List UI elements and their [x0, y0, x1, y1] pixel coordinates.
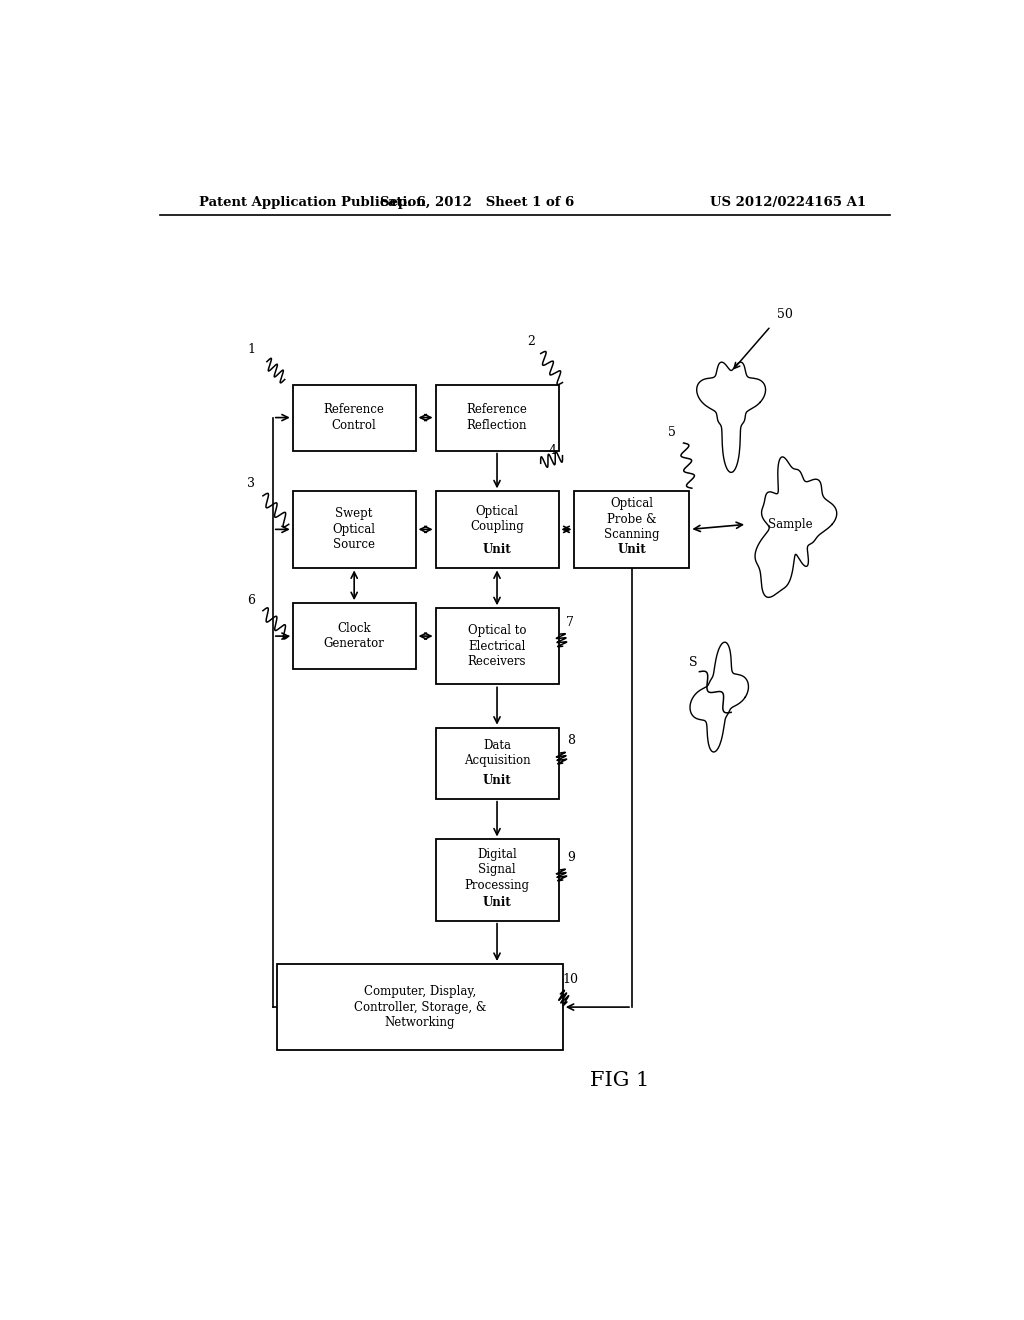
Bar	[278, 964, 563, 1051]
Bar	[574, 491, 689, 568]
Text: 6: 6	[247, 594, 255, 607]
Text: Optical to
Electrical
Receivers: Optical to Electrical Receivers	[468, 624, 526, 668]
Text: Unit: Unit	[482, 896, 511, 909]
Text: Reference
Reflection: Reference Reflection	[467, 404, 527, 432]
Polygon shape	[696, 362, 766, 473]
Text: Unit: Unit	[617, 543, 646, 556]
Text: Patent Application Publication: Patent Application Publication	[200, 195, 426, 209]
Text: 50: 50	[777, 308, 793, 321]
Text: Unit: Unit	[482, 774, 511, 787]
Text: Reference
Control: Reference Control	[324, 404, 385, 432]
Bar	[293, 603, 416, 669]
Text: 8: 8	[567, 734, 574, 747]
Text: FIG 1: FIG 1	[591, 1071, 649, 1090]
Text: 4: 4	[549, 444, 557, 457]
Polygon shape	[755, 457, 837, 598]
Text: Data
Acquisition: Data Acquisition	[464, 739, 530, 767]
Bar	[435, 609, 558, 684]
Bar	[435, 491, 558, 568]
Text: 10: 10	[563, 973, 579, 986]
Bar	[435, 840, 558, 921]
Bar	[435, 384, 558, 450]
Bar	[293, 384, 416, 450]
Text: Digital
Signal
Processing: Digital Signal Processing	[465, 847, 529, 892]
Text: 1: 1	[247, 343, 255, 356]
Text: 5: 5	[668, 426, 676, 440]
Text: 2: 2	[527, 335, 536, 348]
Bar	[435, 727, 558, 799]
Bar	[293, 491, 416, 568]
Text: S: S	[689, 656, 697, 669]
Polygon shape	[690, 643, 749, 752]
Text: Optical
Coupling: Optical Coupling	[470, 506, 524, 533]
Text: 7: 7	[566, 616, 574, 630]
Text: Clock
Generator: Clock Generator	[324, 622, 385, 651]
Text: 9: 9	[567, 851, 574, 865]
Text: US 2012/0224165 A1: US 2012/0224165 A1	[710, 195, 866, 209]
Text: Optical
Probe &
Scanning: Optical Probe & Scanning	[604, 498, 659, 541]
Text: Sep. 6, 2012   Sheet 1 of 6: Sep. 6, 2012 Sheet 1 of 6	[380, 195, 574, 209]
Text: Swept
Optical
Source: Swept Optical Source	[333, 507, 376, 552]
Text: Sample: Sample	[768, 517, 813, 531]
Text: Computer, Display,
Controller, Storage, &
Networking: Computer, Display, Controller, Storage, …	[354, 985, 486, 1030]
Text: 3: 3	[247, 477, 255, 490]
Text: Unit: Unit	[482, 543, 511, 556]
